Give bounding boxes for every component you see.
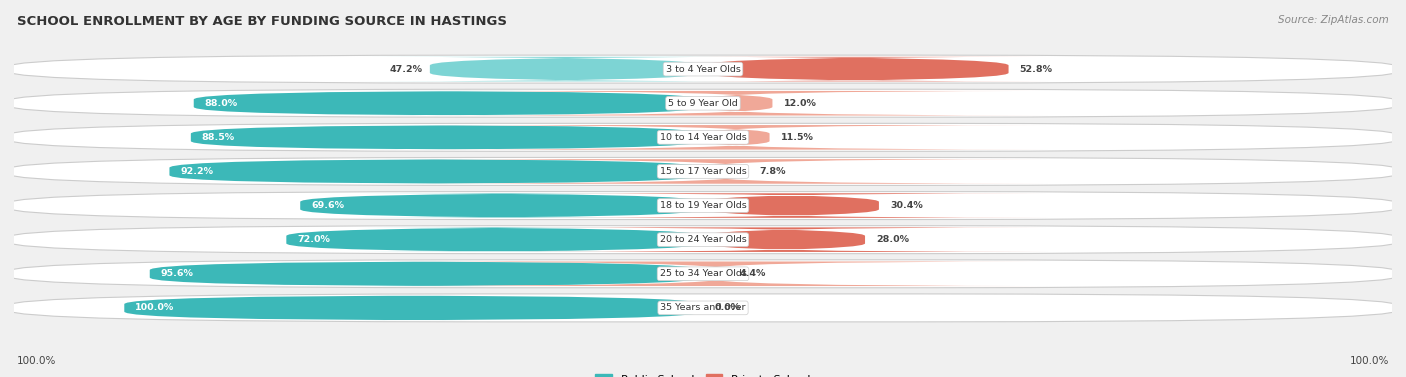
FancyBboxPatch shape	[7, 55, 1399, 83]
Text: 25 to 34 Year Olds: 25 to 34 Year Olds	[659, 269, 747, 278]
Text: 35 Years and over: 35 Years and over	[661, 303, 745, 313]
FancyBboxPatch shape	[170, 159, 703, 184]
Text: 100.0%: 100.0%	[1350, 356, 1389, 366]
Text: 92.2%: 92.2%	[180, 167, 214, 176]
Text: 5 to 9 Year Old: 5 to 9 Year Old	[668, 99, 738, 108]
Text: Source: ZipAtlas.com: Source: ZipAtlas.com	[1278, 15, 1389, 25]
FancyBboxPatch shape	[7, 158, 1399, 185]
Text: 3 to 4 Year Olds: 3 to 4 Year Olds	[665, 64, 741, 74]
FancyBboxPatch shape	[520, 227, 1047, 252]
Text: 72.0%: 72.0%	[297, 235, 330, 244]
FancyBboxPatch shape	[359, 57, 775, 81]
Text: 52.8%: 52.8%	[1019, 64, 1053, 74]
FancyBboxPatch shape	[7, 226, 1399, 254]
Text: 100.0%: 100.0%	[135, 303, 174, 313]
Text: SCHOOL ENROLLMENT BY AGE BY FUNDING SOURCE IN HASTINGS: SCHOOL ENROLLMENT BY AGE BY FUNDING SOUR…	[17, 15, 508, 28]
Text: 69.6%: 69.6%	[311, 201, 344, 210]
FancyBboxPatch shape	[7, 123, 1399, 151]
Text: 10 to 14 Year Olds: 10 to 14 Year Olds	[659, 133, 747, 142]
FancyBboxPatch shape	[7, 260, 1399, 288]
Text: 0.0%: 0.0%	[714, 303, 740, 313]
FancyBboxPatch shape	[124, 296, 703, 320]
FancyBboxPatch shape	[301, 193, 703, 218]
FancyBboxPatch shape	[425, 125, 1047, 150]
FancyBboxPatch shape	[7, 89, 1399, 117]
FancyBboxPatch shape	[427, 91, 1047, 115]
Text: 95.6%: 95.6%	[160, 269, 194, 278]
Text: 30.4%: 30.4%	[890, 201, 922, 210]
Text: 15 to 17 Year Olds: 15 to 17 Year Olds	[659, 167, 747, 176]
Text: 28.0%: 28.0%	[876, 235, 910, 244]
Text: 100.0%: 100.0%	[17, 356, 56, 366]
Text: 47.2%: 47.2%	[389, 64, 423, 74]
FancyBboxPatch shape	[664, 57, 1047, 81]
Text: 88.5%: 88.5%	[202, 133, 235, 142]
Text: 7.8%: 7.8%	[759, 167, 786, 176]
Text: 11.5%: 11.5%	[780, 133, 814, 142]
Text: 4.4%: 4.4%	[740, 269, 766, 278]
FancyBboxPatch shape	[7, 192, 1399, 219]
FancyBboxPatch shape	[534, 193, 1047, 218]
FancyBboxPatch shape	[194, 91, 703, 115]
Text: 20 to 24 Year Olds: 20 to 24 Year Olds	[659, 235, 747, 244]
Text: 18 to 19 Year Olds: 18 to 19 Year Olds	[659, 201, 747, 210]
FancyBboxPatch shape	[7, 294, 1399, 322]
Text: 12.0%: 12.0%	[783, 99, 817, 108]
FancyBboxPatch shape	[191, 125, 703, 150]
FancyBboxPatch shape	[287, 227, 703, 252]
FancyBboxPatch shape	[150, 262, 703, 286]
Text: 88.0%: 88.0%	[205, 99, 238, 108]
FancyBboxPatch shape	[384, 262, 1047, 286]
FancyBboxPatch shape	[404, 159, 1047, 184]
Legend: Public School, Private School: Public School, Private School	[591, 369, 815, 377]
